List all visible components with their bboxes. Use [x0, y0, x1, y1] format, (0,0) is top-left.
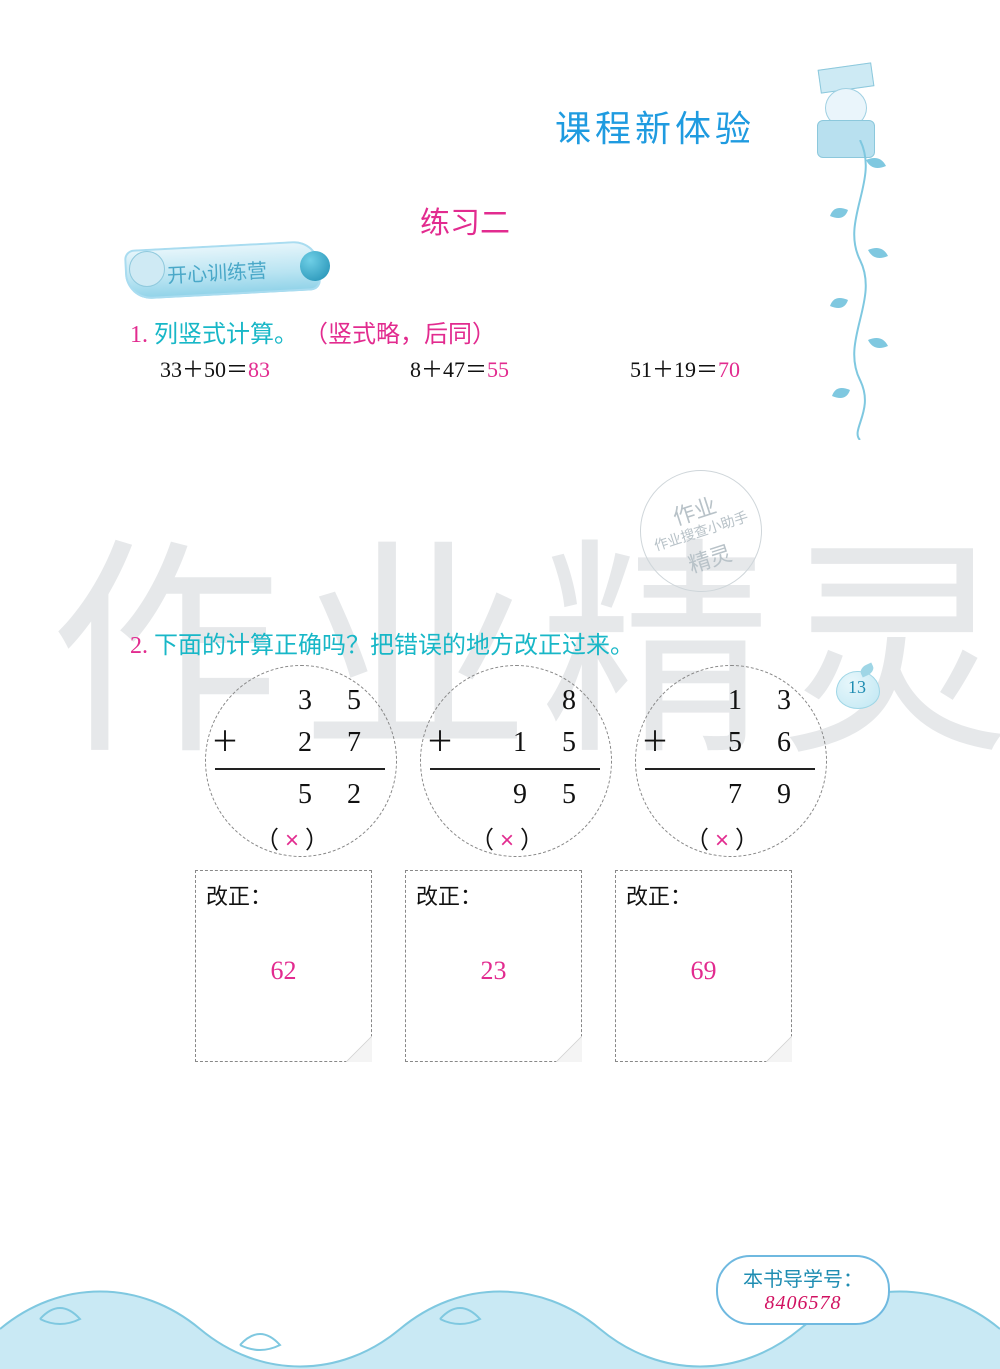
calc-judgement: （ × ） [255, 820, 329, 855]
calc-result: 9 5 [430, 774, 590, 816]
correction-value: 23 [406, 956, 581, 986]
question-2: 2. 下面的计算正确吗？把错误的地方改正过来。 [130, 625, 634, 660]
equation-lhs: 33＋50＝ [160, 357, 248, 382]
equation: 33＋50＝83 [160, 352, 270, 384]
vertical-calc: 3 5 ＋2 7 5 2 [215, 680, 375, 816]
calc-top: 8 [430, 680, 590, 722]
wrong-mark: × [500, 827, 514, 854]
guide-label: 本书导学号： [718, 1263, 888, 1292]
guide-code-box: 本书导学号： 8406578 [716, 1255, 890, 1325]
question-1: 1. 列竖式计算。 （竖式略，后同） [130, 314, 496, 349]
training-camp-banner: 开心训练营 [125, 245, 320, 295]
correction-label: 改正： [416, 879, 482, 911]
calc-bottom: 2 7 [298, 727, 375, 758]
calc-top: 1 3 [645, 680, 805, 722]
wrong-mark: × [715, 827, 729, 854]
correction-box: 改正： 69 [615, 870, 792, 1062]
page-number: 13 [836, 677, 878, 698]
calc-result: 7 9 [645, 774, 805, 816]
equation: 8＋47＝55 [410, 352, 509, 384]
correction-label: 改正： [626, 879, 692, 911]
calc-bottom: 1 5 [513, 727, 590, 758]
correction-value: 62 [196, 956, 371, 986]
dogear-icon [346, 1036, 372, 1062]
page-header-title: 课程新体验 [555, 100, 755, 152]
correction-label: 改正： [206, 879, 272, 911]
calc-top: 3 5 [215, 680, 375, 722]
plus-sign: ＋ [426, 722, 468, 764]
question-1-note: （竖式略，后同） [304, 322, 496, 348]
equation-answer: 55 [487, 357, 509, 382]
plus-sign: ＋ [211, 722, 253, 764]
worksheet-page: 作 业 精 灵 课程新体验 练习二 开心训练营 [0, 0, 1000, 1369]
calc-bar [215, 768, 385, 770]
equation-lhs: 51＋19＝ [630, 357, 718, 382]
calc-bar [645, 768, 815, 770]
question-1-title: 列竖式计算。 [154, 322, 298, 348]
banner-label: 开心训练营 [166, 254, 267, 288]
correction-box: 改正： 23 [405, 870, 582, 1062]
guide-code: 8406578 [718, 1292, 888, 1315]
leaf-icon [859, 663, 876, 678]
plus-sign: ＋ [641, 722, 683, 764]
question-2-title: 下面的计算正确吗？把错误的地方改正过来。 [154, 633, 634, 659]
dogear-icon [766, 1036, 792, 1062]
page-number-badge: 13 [836, 665, 878, 707]
equation: 51＋19＝70 [630, 352, 740, 384]
calc-bottom: 5 6 [728, 727, 805, 758]
question-2-number: 2. [130, 633, 148, 659]
banner-face-icon [129, 251, 165, 287]
vertical-calc: 1 3 ＋5 6 7 9 [645, 680, 805, 816]
calc-judgement: （ × ） [685, 820, 759, 855]
question-1-number: 1. [130, 322, 148, 348]
calc-result: 5 2 [215, 774, 375, 816]
correction-value: 69 [616, 956, 791, 986]
calc-bar [430, 768, 600, 770]
vine-decoration-icon [830, 140, 890, 440]
dogear-icon [556, 1036, 582, 1062]
exercise-title: 练习二 [420, 198, 510, 242]
vertical-calc: 8 ＋1 5 9 5 [430, 680, 590, 816]
wrong-mark: × [285, 827, 299, 854]
equation-answer: 83 [248, 357, 270, 382]
equation-lhs: 8＋47＝ [410, 357, 487, 382]
equation-answer: 70 [718, 357, 740, 382]
calc-judgement: （ × ） [470, 820, 544, 855]
watermark-stamp: 作业 作业搜查小助手 精灵 [624, 454, 778, 608]
correction-box: 改正： 62 [195, 870, 372, 1062]
banner-globe-icon [299, 250, 331, 282]
